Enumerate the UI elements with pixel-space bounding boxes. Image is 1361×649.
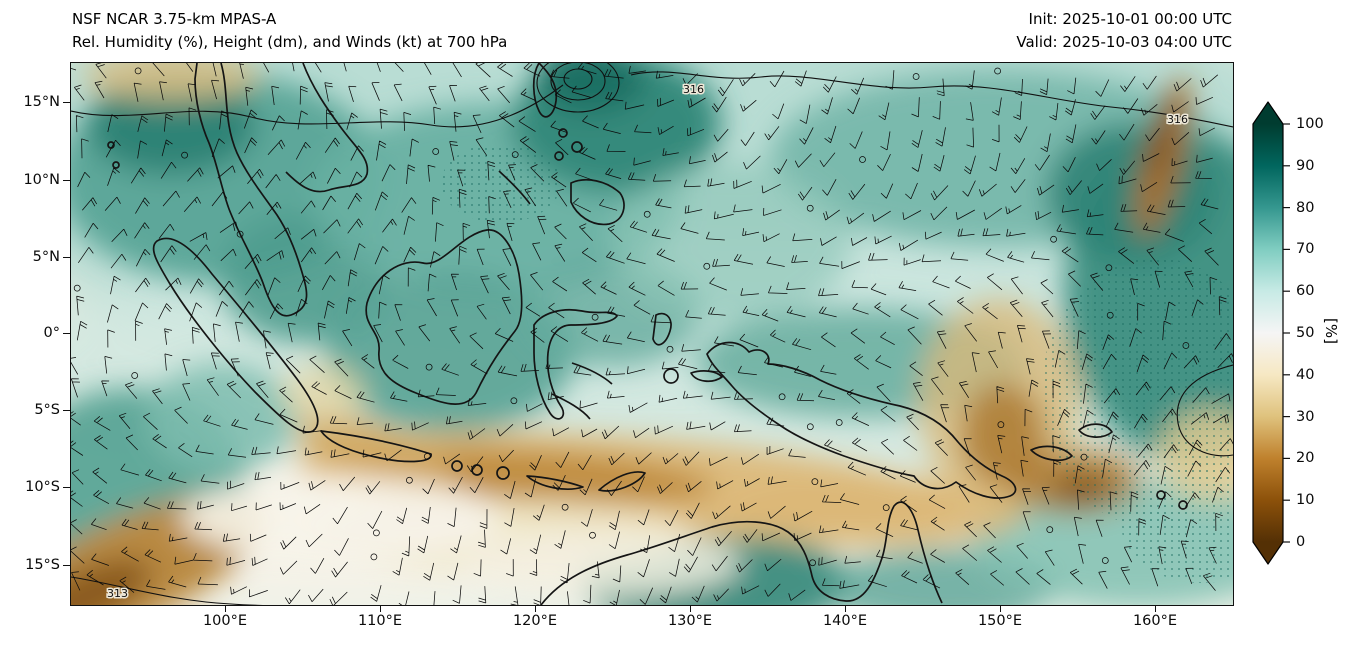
- colorbar-unit-label: [%]: [1322, 318, 1340, 344]
- contour-label: 316: [1167, 113, 1188, 126]
- colorbar-tick-label: 40: [1296, 366, 1315, 383]
- x-tick-mark: [1155, 605, 1157, 612]
- x-tick-mark: [225, 605, 227, 612]
- colorbar-tick-label: 0: [1296, 534, 1306, 550]
- y-tick-mark: [63, 180, 70, 182]
- colorbar-tick-label: 50: [1296, 325, 1315, 341]
- x-tick-label: 160°E: [1132, 613, 1178, 629]
- contour-label: 316: [683, 83, 704, 96]
- y-tick-mark: [63, 333, 70, 335]
- colorbar-tick-label: 60: [1296, 283, 1315, 300]
- height-contours: [71, 63, 1233, 605]
- y-tick-label: 5°S: [34, 402, 60, 418]
- x-tick-label: 110°E: [357, 613, 403, 629]
- x-tick-label: 100°E: [202, 613, 248, 629]
- y-tick-mark: [63, 257, 70, 259]
- y-tick-label: 15°N: [23, 94, 60, 110]
- x-tick-label: 130°E: [667, 613, 713, 629]
- x-tick-mark: [380, 605, 382, 612]
- y-tick-label: 0°: [43, 325, 60, 341]
- colorbar-tick-label: 20: [1296, 450, 1315, 467]
- y-tick-mark: [63, 487, 70, 489]
- x-tick-mark: [690, 605, 692, 612]
- x-tick-mark: [1000, 605, 1002, 612]
- contour-label: 313: [107, 587, 128, 600]
- wind-barbs: [71, 63, 1233, 605]
- colorbar-tick-label: 100: [1296, 116, 1324, 132]
- y-tick-label: 5°N: [32, 249, 60, 265]
- y-tick-label: 10°S: [25, 479, 60, 495]
- map-axes-frame: 316 316 313: [70, 62, 1234, 606]
- x-tick-label: 150°E: [977, 613, 1023, 629]
- valid-time: Valid: 2025-10-03 04:00 UTC: [1016, 33, 1232, 51]
- colorbar-tick-label: 10: [1296, 492, 1315, 509]
- model-title: NSF NCAR 3.75-km MPAS-A: [72, 10, 277, 28]
- colorbar-body: [1252, 101, 1284, 565]
- colorbar: [1252, 101, 1290, 565]
- y-tick-label: 15°S: [25, 557, 60, 573]
- colorbar-tick-label: 30: [1296, 408, 1315, 425]
- y-tick-mark: [63, 102, 70, 104]
- field-title: Rel. Humidity (%), Height (dm), and Wind…: [72, 33, 508, 51]
- x-tick-mark: [535, 605, 537, 612]
- y-tick-label: 10°N: [23, 172, 60, 188]
- y-tick-mark: [63, 565, 70, 567]
- coastlines: [107, 63, 1188, 605]
- init-time: Init: 2025-10-01 00:00 UTC: [1028, 10, 1232, 28]
- colorbar-tick-label: 70: [1296, 241, 1315, 258]
- colorbar-tick-label: 80: [1296, 199, 1315, 216]
- colorbar-tick-label: 90: [1296, 157, 1315, 174]
- map-canvas: 316 316 313: [71, 63, 1233, 605]
- x-tick-label: 140°E: [822, 613, 868, 629]
- x-tick-label: 120°E: [512, 613, 558, 629]
- humidity-speckle-texture: [441, 143, 1233, 583]
- contour-labels: 316 316 313: [106, 82, 1190, 602]
- y-tick-mark: [63, 410, 70, 412]
- x-tick-mark: [845, 605, 847, 612]
